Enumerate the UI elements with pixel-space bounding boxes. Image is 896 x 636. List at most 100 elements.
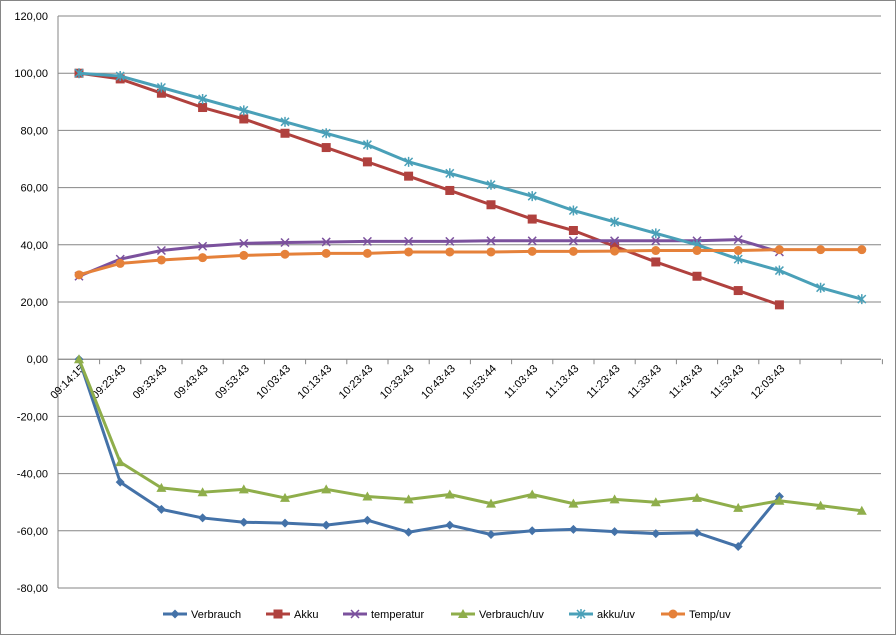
data-point-verbrauch xyxy=(568,524,578,534)
data-point-verbrauch xyxy=(404,527,414,537)
data-point-akku-uv xyxy=(857,294,867,305)
data-point-akku xyxy=(362,157,372,167)
legend-marker-akku xyxy=(273,609,283,619)
data-point-akku-uv xyxy=(362,139,372,150)
series-line-temperatur xyxy=(78,238,780,278)
data-point-temp-uv xyxy=(74,270,84,280)
data-point-temperatur xyxy=(733,235,743,245)
data-point-verbrauch-uv xyxy=(692,492,702,502)
data-point-temp-uv xyxy=(774,245,784,255)
data-point-verbrauch xyxy=(321,520,331,530)
legend-label-temperatur: temperatur xyxy=(371,609,425,621)
data-point-akku-uv xyxy=(156,82,166,93)
data-point-verbrauch xyxy=(239,517,249,527)
data-point-temp-uv xyxy=(527,246,537,256)
data-point-verbrauch xyxy=(733,542,743,552)
data-point-temperatur xyxy=(198,241,208,251)
data-point-verbrauch-uv xyxy=(527,489,538,499)
legend-marker-akku-uv xyxy=(576,609,586,619)
data-point-verbrauch xyxy=(156,504,166,514)
legend-marker-temp-uv xyxy=(668,609,678,619)
data-point-verbrauch-uv xyxy=(74,354,84,364)
x-tick-label: 09:23:43 xyxy=(90,363,129,402)
data-point-verbrauch-uv xyxy=(156,482,167,492)
data-point-akku xyxy=(568,226,578,235)
x-tick-label: 10:03:43 xyxy=(254,363,293,402)
data-point-akku xyxy=(156,88,166,98)
data-point-verbrauch xyxy=(651,529,661,539)
data-point-temp-uv xyxy=(280,249,290,259)
data-point-temp-uv xyxy=(857,245,867,255)
x-tick-label: 12:03:43 xyxy=(749,363,788,402)
data-point-akku-uv xyxy=(115,71,125,82)
data-point-temperatur xyxy=(239,238,249,248)
series-line-akku xyxy=(78,71,780,307)
data-point-temperatur xyxy=(445,236,455,246)
x-tick-label: 10:33:43 xyxy=(378,363,417,402)
data-point-temperatur xyxy=(527,236,537,246)
data-point-verbrauch-uv xyxy=(486,498,496,508)
y-tick-label: -40,00 xyxy=(17,469,48,481)
y-tick-label: 100,00 xyxy=(14,68,48,80)
x-tick-label: 11:43:43 xyxy=(667,363,705,401)
data-point-temp-uv xyxy=(404,247,414,257)
data-point-verbrauch-uv xyxy=(403,494,414,504)
data-point-akku xyxy=(321,143,331,153)
data-point-verbrauch-uv xyxy=(238,484,249,494)
data-point-temperatur xyxy=(362,236,372,246)
data-point-verbrauch-uv xyxy=(321,484,332,494)
data-point-verbrauch-uv xyxy=(733,502,744,512)
data-point-temp-uv xyxy=(816,245,826,255)
data-point-temp-uv xyxy=(486,247,496,257)
y-tick-label: 20,00 xyxy=(20,297,48,309)
data-point-temp-uv xyxy=(692,246,702,256)
data-point-temp-uv xyxy=(568,246,578,256)
data-point-temp-uv xyxy=(156,255,166,265)
x-tick-label: 11:33:43 xyxy=(626,363,664,401)
data-point-akku-uv xyxy=(239,105,249,116)
y-tick-label: -20,00 xyxy=(17,411,48,423)
data-point-verbrauch-uv xyxy=(774,495,785,505)
data-point-temp-uv xyxy=(610,246,620,256)
series-line-akku-uv xyxy=(78,71,863,301)
y-tick-label: 80,00 xyxy=(20,125,48,137)
data-point-akku xyxy=(445,185,455,195)
data-point-akku xyxy=(486,200,496,210)
data-point-akku-uv xyxy=(568,205,578,216)
x-tick-label: 10:53:44 xyxy=(460,363,499,402)
data-point-temp-uv xyxy=(733,246,743,256)
x-tick-label: 11:03:43 xyxy=(502,363,540,401)
data-point-verbrauch-uv xyxy=(609,494,620,504)
y-tick-label: -80,00 xyxy=(17,583,48,595)
data-point-akku-uv xyxy=(527,191,537,202)
data-point-akku-uv xyxy=(404,156,414,167)
data-point-temp-uv xyxy=(239,250,249,260)
data-point-temp-uv xyxy=(321,248,331,258)
data-point-temperatur xyxy=(610,236,620,246)
data-point-akku-uv xyxy=(198,93,208,104)
x-tick-label: 09:53:43 xyxy=(213,363,252,402)
data-point-verbrauch xyxy=(486,530,496,540)
data-point-akku xyxy=(239,114,249,124)
x-tick-label: 11:53:43 xyxy=(708,363,746,401)
data-point-akku-uv xyxy=(280,116,290,127)
y-tick-label: 60,00 xyxy=(20,183,48,195)
data-point-verbrauch xyxy=(115,477,125,487)
data-point-temperatur xyxy=(280,237,290,248)
legend-label-verbrauch: Verbrauch xyxy=(191,609,241,621)
data-point-temperatur xyxy=(568,236,578,246)
data-point-temperatur xyxy=(321,237,331,247)
data-point-akku-uv xyxy=(486,179,496,190)
data-point-temp-uv xyxy=(362,248,372,258)
data-point-akku xyxy=(280,128,290,138)
x-tick-label: 11:23:43 xyxy=(585,363,623,401)
data-point-akku-uv xyxy=(74,68,84,79)
x-tick-label: 10:43:43 xyxy=(419,363,458,402)
data-point-temperatur xyxy=(156,245,166,256)
data-point-temp-uv xyxy=(115,258,125,268)
series-line-verbrauch xyxy=(77,358,781,549)
data-point-akku-uv xyxy=(321,128,331,139)
legend-marker-temperatur xyxy=(350,609,360,619)
data-point-akku-uv xyxy=(733,254,743,265)
